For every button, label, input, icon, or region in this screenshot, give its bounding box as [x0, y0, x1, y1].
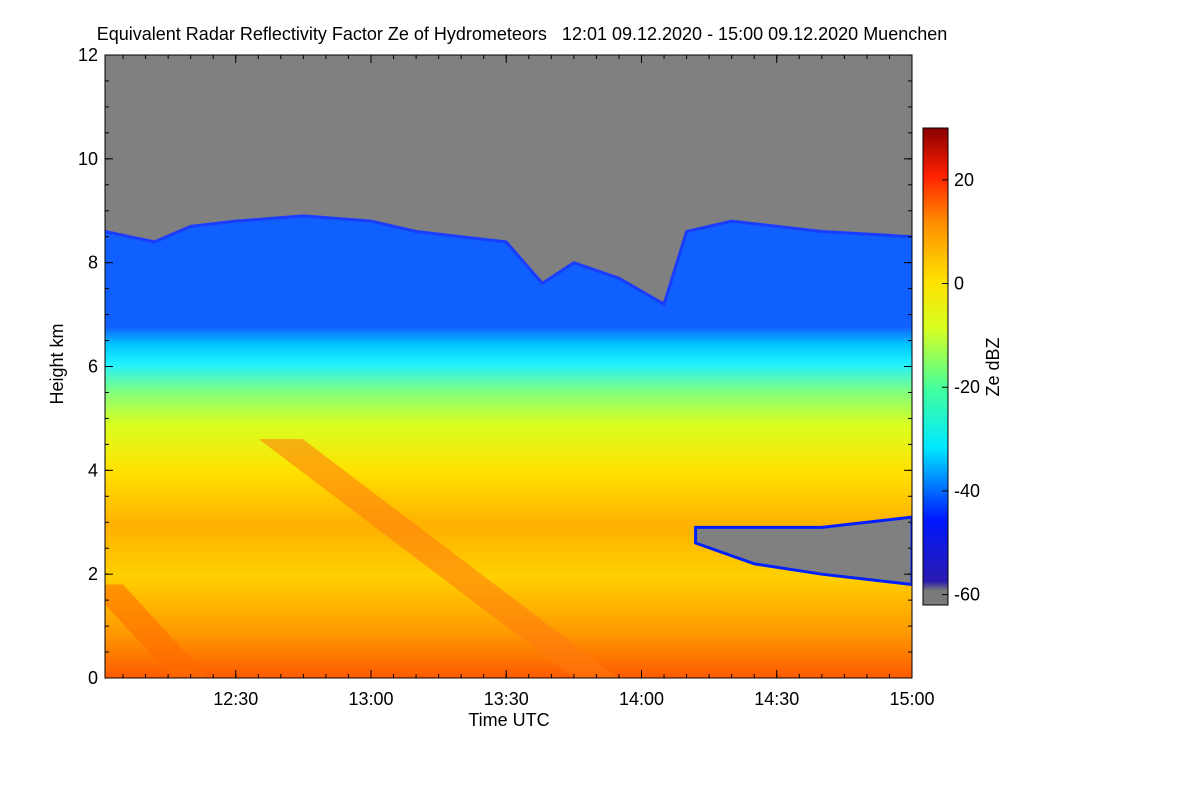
x-axis: 12:30 13:00 13:30 14:00 14:30 15:00: [122, 55, 935, 709]
y-tick-label: 0: [88, 668, 98, 688]
colorbar: 20 0 -20 -40 -60 Ze dBZ: [922, 127, 1003, 606]
x-tick-label: 13:30: [484, 689, 529, 709]
y-tick-label: 10: [78, 149, 98, 169]
x-tick-label: 13:00: [348, 689, 393, 709]
x-tick-label: 14:00: [619, 689, 664, 709]
colorbar-label: Ze dBZ: [983, 337, 1003, 396]
x-tick-label: 14:30: [754, 689, 799, 709]
y-tick-label: 8: [88, 253, 98, 273]
colorbar-tick-label: -20: [954, 377, 980, 397]
colorbar-tick-label: -60: [954, 585, 980, 605]
plot-area: [105, 55, 912, 678]
x-tick-label: 12:30: [213, 689, 258, 709]
x-axis-label: Time UTC: [468, 710, 549, 730]
y-tick-label: 12: [78, 45, 98, 65]
fall-streak-band: [258, 439, 619, 678]
colorbar-tick-label: -40: [954, 481, 980, 501]
chart-title: Equivalent Radar Reflectivity Factor Ze …: [97, 24, 948, 44]
y-tick-label: 2: [88, 564, 98, 584]
colorbar-tick-label: 0: [954, 274, 964, 294]
dry-gap-region: [694, 515, 912, 587]
echo-field: [105, 215, 912, 678]
y-tick-label: 6: [88, 357, 98, 377]
y-axis: 0 2 4 6 8 10 12: [78, 45, 912, 688]
y-tick-label: 4: [88, 460, 98, 480]
y-axis-label: Height km: [47, 323, 67, 404]
echo-top-fringe: [105, 214, 912, 307]
colorbar-tick-label: 20: [954, 170, 974, 190]
x-tick-label: 15:00: [889, 689, 934, 709]
fall-streak-band: [105, 584, 209, 678]
colorbar-gradient: [922, 127, 949, 606]
